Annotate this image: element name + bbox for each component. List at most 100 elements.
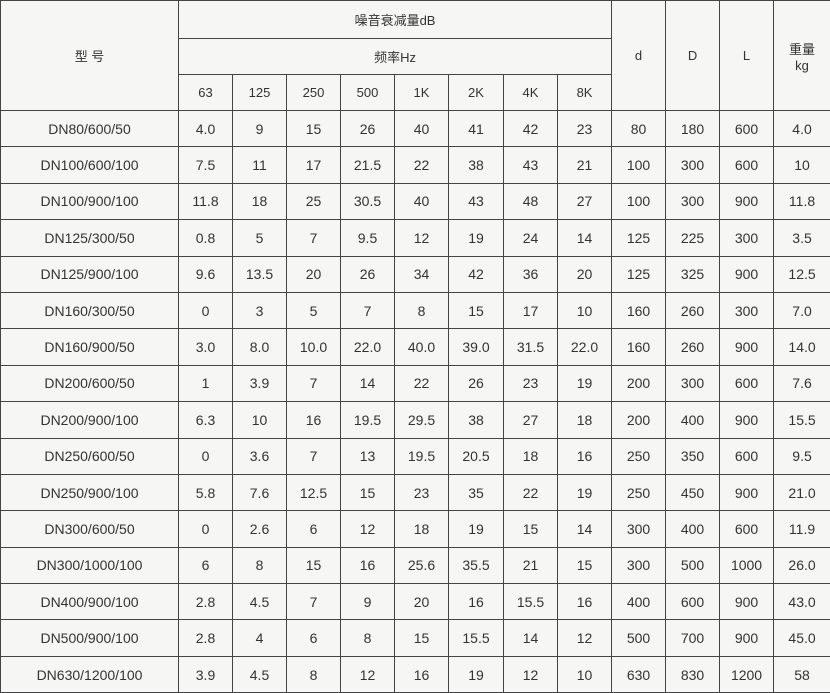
value-cell: 900 [719, 473, 775, 512]
frequency-8K: 8K [556, 74, 613, 111]
value-cell: 43 [503, 146, 558, 184]
value-cell: 4.0 [773, 109, 830, 148]
table-row: DN300/600/50 0 2.6 6 12 18 19 15 14 300 400 600 11.9 [0, 510, 830, 548]
model-cell: DN500/900/100 [0, 619, 179, 657]
value-cell: 8 [394, 291, 449, 330]
value-cell: 450 [665, 473, 721, 512]
value-cell: 9.5 [773, 437, 830, 475]
value-cell: 20 [556, 255, 613, 293]
value-cell: 600 [719, 364, 775, 403]
value-cell: 30.5 [340, 182, 395, 221]
weight-unit: kg [795, 57, 809, 73]
value-cell: 15 [340, 473, 395, 512]
L-header: L [719, 0, 775, 111]
value-cell: 7 [286, 219, 341, 257]
frequency-63: 63 [178, 74, 233, 111]
value-cell: 900 [719, 328, 775, 366]
value-cell: 19.5 [394, 437, 449, 475]
value-cell: 180 [665, 109, 721, 148]
value-cell: 350 [665, 437, 721, 475]
value-cell: 29.5 [394, 401, 449, 439]
model-cell: DN250/900/100 [0, 473, 179, 512]
value-cell: 14 [340, 364, 395, 403]
value-cell: 900 [719, 583, 775, 621]
value-cell: 20 [286, 255, 341, 293]
value-cell: 27 [556, 182, 613, 221]
value-cell: 8 [340, 619, 395, 657]
value-cell: 27 [503, 401, 558, 439]
value-cell: 12 [340, 510, 395, 548]
value-cell: 9 [232, 109, 287, 148]
model-cell: DN200/600/50 [0, 364, 179, 403]
model-cell: DN100/900/100 [0, 182, 179, 221]
value-cell: 15 [286, 109, 341, 148]
value-cell: 600 [665, 583, 721, 621]
frequency-125: 125 [232, 74, 287, 111]
value-cell: 21 [503, 546, 558, 585]
value-cell: 6.3 [178, 401, 233, 439]
value-cell: 400 [611, 583, 667, 621]
value-cell: 22 [394, 364, 449, 403]
value-cell: 4.5 [232, 655, 287, 693]
value-cell: 125 [611, 255, 667, 293]
model-cell: DN300/600/50 [0, 510, 179, 548]
value-cell: 900 [719, 255, 775, 293]
value-cell: 14 [503, 619, 558, 657]
value-cell: 20.5 [448, 437, 504, 475]
model-cell: DN160/300/50 [0, 291, 179, 330]
value-cell: 260 [665, 291, 721, 330]
value-cell: 5 [286, 291, 341, 330]
value-cell: 15 [448, 291, 504, 330]
model-cell: DN80/600/50 [0, 109, 179, 148]
model-cell: DN200/900/100 [0, 401, 179, 439]
value-cell: 42 [448, 255, 504, 293]
value-cell: 1 [178, 364, 233, 403]
value-cell: 12 [340, 655, 395, 693]
value-cell: 23 [556, 109, 613, 148]
value-cell: 7.5 [178, 146, 233, 184]
model-cell: DN630/1200/100 [0, 655, 179, 693]
value-cell: 830 [665, 655, 721, 693]
value-cell: 20 [394, 583, 449, 621]
value-cell: 6 [178, 546, 233, 585]
value-cell: 7 [340, 291, 395, 330]
model-cell: DN125/300/50 [0, 219, 179, 257]
value-cell: 18 [503, 437, 558, 475]
model-header: 型 号 [0, 0, 179, 111]
value-cell: 3.9 [178, 655, 233, 693]
value-cell: 11 [232, 146, 287, 184]
value-cell: 3.0 [178, 328, 233, 366]
value-cell: 200 [611, 401, 667, 439]
model-cell: DN300/1000/100 [0, 546, 179, 585]
value-cell: 2.6 [232, 510, 287, 548]
value-cell: 12 [394, 219, 449, 257]
value-cell: 22 [503, 473, 558, 512]
value-cell: 3.6 [232, 437, 287, 475]
value-cell: 300 [611, 546, 667, 585]
value-cell: 40 [394, 182, 449, 221]
model-cell: DN160/900/50 [0, 328, 179, 366]
value-cell: 10 [556, 655, 613, 693]
value-cell: 16 [556, 437, 613, 475]
value-cell: 21.5 [340, 146, 395, 184]
value-cell: 0 [178, 437, 233, 475]
frequency-500: 500 [340, 74, 395, 111]
value-cell: 100 [611, 182, 667, 221]
value-cell: 12 [503, 655, 558, 693]
value-cell: 24 [503, 219, 558, 257]
value-cell: 23 [394, 473, 449, 512]
value-cell: 22 [394, 146, 449, 184]
value-cell: 22.0 [340, 328, 395, 366]
value-cell: 41 [448, 109, 504, 148]
value-cell: 600 [719, 109, 775, 148]
value-cell: 4 [232, 619, 287, 657]
d-header: d [611, 0, 667, 111]
value-cell: 15 [286, 546, 341, 585]
value-cell: 26.0 [773, 546, 830, 585]
value-cell: 250 [611, 473, 667, 512]
value-cell: 48 [503, 182, 558, 221]
value-cell: 26 [340, 109, 395, 148]
value-cell: 21.0 [773, 473, 830, 512]
value-cell: 19 [556, 473, 613, 512]
